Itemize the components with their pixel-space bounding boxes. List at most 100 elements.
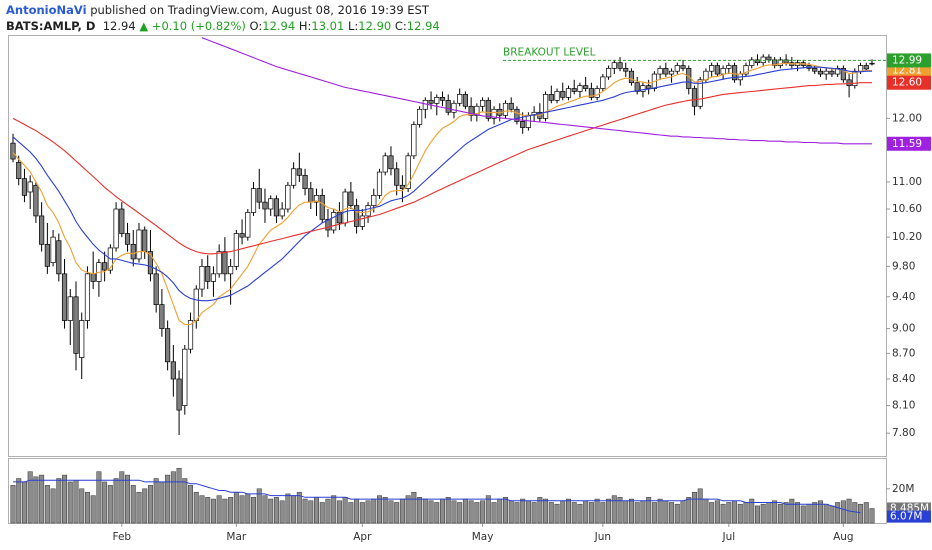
volume-bar <box>497 498 503 524</box>
candle-body <box>256 188 262 203</box>
candle-body <box>749 59 755 66</box>
volume-bar <box>588 502 594 524</box>
candle-body <box>371 195 377 206</box>
candle-body <box>44 243 50 267</box>
volume-bar <box>16 478 22 524</box>
candle-body <box>462 94 468 107</box>
candle-body <box>583 85 589 89</box>
volume-bar <box>228 497 234 524</box>
volume-bar <box>789 498 795 524</box>
candle-body <box>216 251 222 275</box>
volume-bar <box>457 502 463 524</box>
volume-bar <box>342 497 348 524</box>
candle-body <box>474 105 480 116</box>
volume-bar <box>268 498 274 524</box>
volume-bar <box>686 497 692 524</box>
volume-bar <box>62 474 68 524</box>
moving-average <box>12 62 872 326</box>
candle-body <box>302 174 308 189</box>
volume-bar <box>262 495 268 524</box>
volume-bar <box>90 495 96 524</box>
candle-body <box>634 82 640 92</box>
candle-body <box>857 65 864 72</box>
candle-body <box>846 79 852 86</box>
candle-body <box>359 215 365 227</box>
volume-bar <box>537 497 543 524</box>
candle-body <box>605 67 612 78</box>
candle-body <box>623 67 629 72</box>
candle-body <box>691 88 698 107</box>
volume-bar <box>147 485 153 524</box>
volume-bar <box>33 476 39 524</box>
price-label: 11.59 <box>892 138 922 150</box>
candle-body <box>250 188 257 213</box>
candle-body <box>27 181 33 193</box>
volume-tick-label: 20M <box>892 483 914 495</box>
last: 12.94 <box>102 19 136 33</box>
price-label: 12.81 <box>892 65 922 77</box>
volume-bar <box>107 485 113 524</box>
volume-bar <box>10 485 16 524</box>
publish-line: AntonioNaVi published on TradingView.com… <box>6 2 440 18</box>
candle-body <box>434 97 440 104</box>
y-tick-label: 9.00 <box>892 323 915 335</box>
x-tick-label: Jun <box>594 531 611 543</box>
candle-body <box>657 67 663 75</box>
candle-body <box>399 184 405 189</box>
candle-body <box>777 59 783 66</box>
volume-bar <box>359 502 365 524</box>
candle-body <box>245 212 251 238</box>
volume-bar <box>56 478 62 524</box>
candle-body <box>571 88 577 92</box>
candle-body <box>176 378 182 411</box>
volume-bar <box>256 488 262 524</box>
volume-bar <box>657 498 663 524</box>
candle-body <box>142 229 148 252</box>
volume-bar <box>628 498 634 524</box>
volume-bar <box>296 491 302 524</box>
volume-bar <box>503 497 508 524</box>
candle-body <box>709 65 715 72</box>
volume-bar <box>766 502 772 524</box>
volume-bar <box>600 502 606 524</box>
candle-body <box>560 91 566 98</box>
candle-body <box>170 361 176 380</box>
volume-bar <box>291 495 297 524</box>
volume-bar <box>434 502 440 524</box>
volume-bar <box>119 471 125 524</box>
candle-body <box>113 208 119 249</box>
volume-bar <box>732 500 738 524</box>
x-tick-label: Aug <box>833 531 854 543</box>
candle-body <box>331 212 337 231</box>
candle-body <box>554 91 560 101</box>
candle-body <box>73 296 79 354</box>
candle-body <box>147 251 154 275</box>
candle-body <box>119 208 125 234</box>
volume-bar <box>130 485 136 524</box>
candle-body <box>21 178 28 196</box>
candle-body <box>468 105 474 116</box>
change: +0.10 (+0.82%) <box>151 19 246 33</box>
volume-bar <box>777 503 783 524</box>
quote-label: L: <box>347 19 359 33</box>
volume-bar <box>159 481 165 524</box>
volume-bar <box>153 478 159 524</box>
volume-bar <box>314 497 319 524</box>
volume-bar <box>726 502 732 524</box>
volume-bar <box>308 500 314 524</box>
candle-body <box>376 171 383 196</box>
candle-body <box>439 97 446 101</box>
volume-bar <box>394 502 400 524</box>
candle-body <box>548 94 554 101</box>
author[interactable]: AntonioNaVi <box>6 3 87 17</box>
candle-body <box>102 262 108 271</box>
volume-bar <box>520 498 526 524</box>
y-tick-label: 8.10 <box>892 400 915 412</box>
volume-bar <box>680 500 686 524</box>
candle-body <box>417 108 423 125</box>
volume-bar <box>210 498 216 524</box>
candle-body <box>680 65 686 69</box>
volume-bar <box>205 497 211 524</box>
candle-body <box>628 70 635 84</box>
candle-body <box>674 65 680 72</box>
